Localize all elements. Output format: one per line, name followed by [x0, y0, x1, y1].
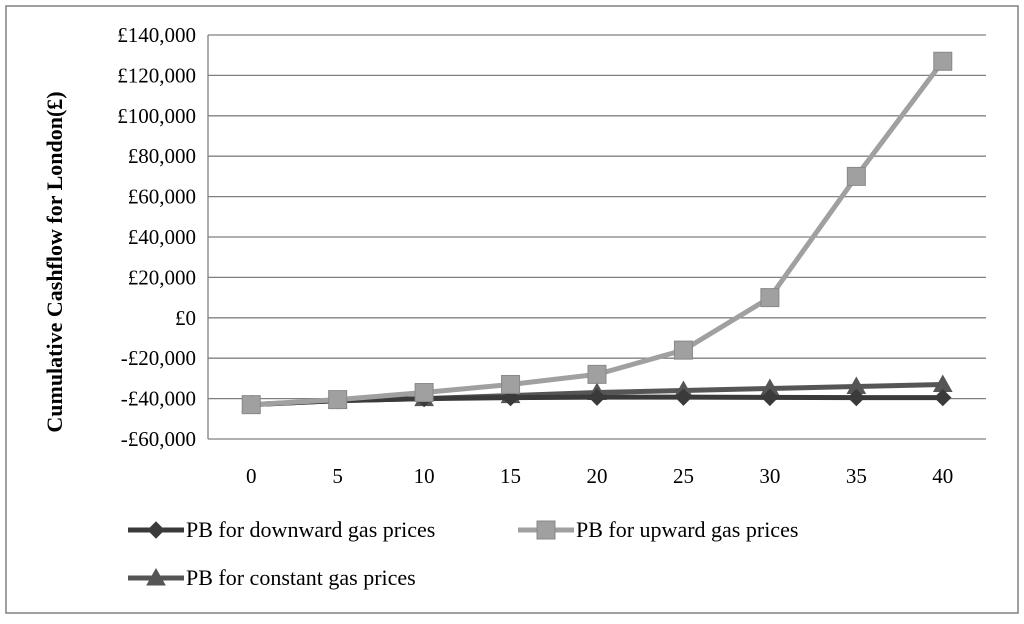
legend-entry: PB for constant gas prices	[128, 565, 416, 590]
point-square	[241, 395, 261, 415]
x-tick-label: 35	[846, 464, 867, 488]
y-tick-label: £100,000	[117, 104, 196, 128]
point-diamond	[934, 388, 952, 407]
point-square	[587, 364, 607, 384]
y-tick-label: £140,000	[117, 23, 196, 47]
y-tick-label: £80,000	[128, 144, 196, 168]
point-square	[328, 390, 348, 410]
x-tick-label: 10	[414, 464, 435, 488]
legend-entry: PB for upward gas prices	[518, 517, 798, 542]
point-diamond	[674, 388, 693, 406]
point-diamond	[761, 388, 779, 407]
y-tick-label: -£20,000	[121, 346, 196, 370]
legend-label: PB for upward gas prices	[576, 517, 798, 542]
x-tick-label: 0	[246, 464, 257, 488]
point-diamond	[588, 388, 606, 406]
x-tick-label: 40	[932, 464, 953, 488]
point-square	[414, 383, 434, 403]
series-square	[241, 51, 953, 415]
chart-frame	[5, 5, 1019, 614]
x-tick-label: 30	[759, 464, 780, 488]
x-tick-label: 5	[332, 464, 343, 488]
legend-label: PB for downward gas prices	[186, 517, 435, 542]
axes: -£60,000 -£40,000 -£20,000 £0 £20,000 £40,000…	[117, 23, 953, 488]
point-diamond	[147, 521, 165, 539]
y-tick-label: £0	[175, 306, 196, 330]
x-tick-label: 20	[587, 464, 608, 488]
y-tick-label: £60,000	[128, 185, 196, 209]
point-square	[536, 520, 556, 540]
series-lines	[241, 51, 953, 415]
y-tick-label: -£60,000	[121, 427, 196, 451]
y-tick-label: £120,000	[117, 63, 196, 87]
y-tick-label: -£40,000	[121, 387, 196, 411]
y-tick-label: £40,000	[128, 225, 196, 249]
legend-label: PB for constant gas prices	[186, 565, 416, 590]
point-square	[933, 51, 953, 71]
legend-entry: PB for downward gas prices	[128, 517, 435, 542]
y-tick-label: £20,000	[128, 265, 196, 289]
point-triangle	[146, 567, 166, 586]
point-square	[846, 166, 866, 186]
point-square	[760, 288, 780, 308]
point-square	[673, 340, 693, 360]
point-square	[501, 374, 521, 394]
y-axis-title: Cumulative Cashflow for London(£)	[42, 91, 67, 432]
point-diamond	[847, 388, 866, 407]
x-tick-label: 15	[500, 464, 521, 488]
x-tick-label: 25	[673, 464, 694, 488]
legend: PB for downward gas prices PB for upward …	[128, 517, 798, 590]
